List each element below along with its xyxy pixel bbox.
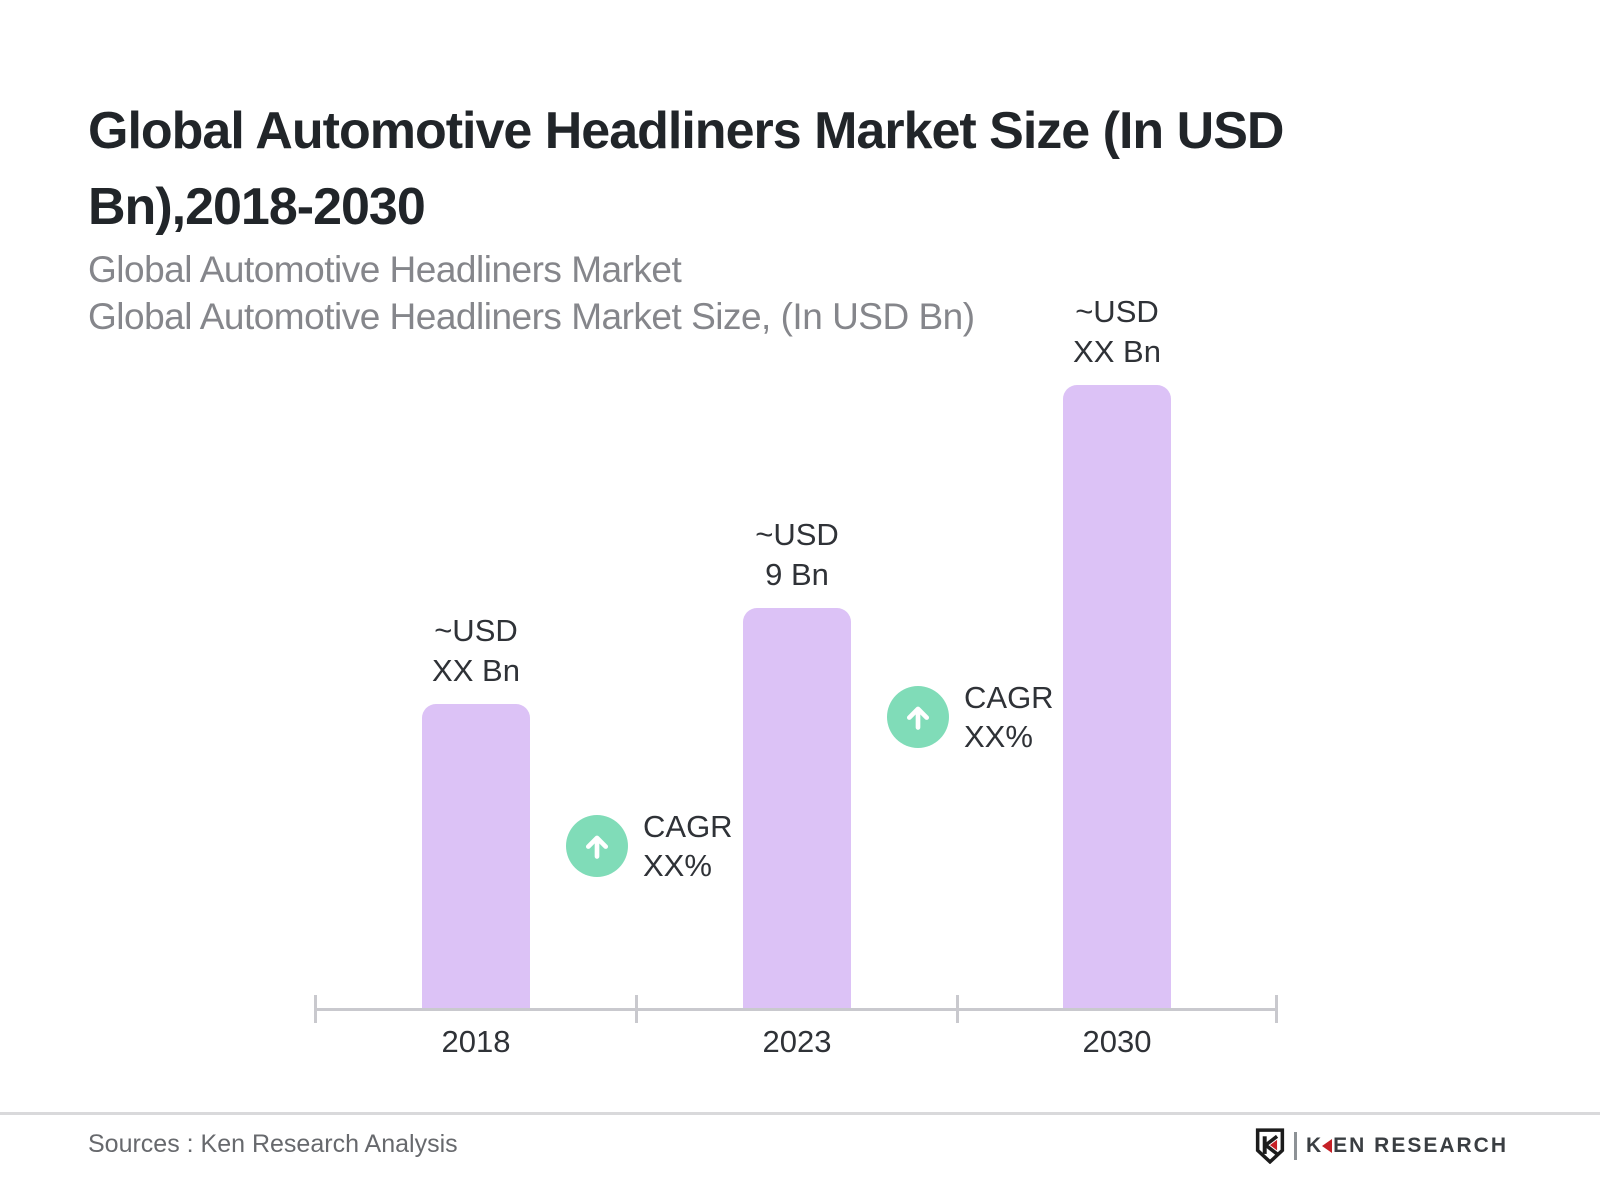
page-title-line-2: Bn),2018-2030 bbox=[88, 177, 426, 236]
bar-value-label-2018: ~USD XX Bn bbox=[432, 611, 520, 691]
x-axis-tick bbox=[635, 995, 638, 1023]
x-axis-tick bbox=[1275, 995, 1278, 1023]
sources-text: Sources : Ken Research Analysis bbox=[88, 1130, 458, 1158]
brand-letter-k: K bbox=[1305, 1134, 1324, 1157]
page-title: Global Automotive Headliners Market Size… bbox=[88, 93, 1284, 245]
x-axis-tick bbox=[314, 995, 317, 1023]
bar-column-2023: ~USD 9 Bn bbox=[677, 515, 917, 1008]
cagr-label-line-2: XX% bbox=[643, 848, 712, 883]
bar-value-label-2023-line-1: ~USD bbox=[755, 517, 839, 552]
bar-value-label-2023-line-2: 9 Bn bbox=[765, 557, 829, 592]
bar-value-label-2030-line-1: ~USD bbox=[1075, 294, 1159, 329]
x-axis-label-2018: 2018 bbox=[441, 1024, 511, 1059]
x-axis-line bbox=[315, 1008, 1278, 1011]
bar-2030 bbox=[1063, 385, 1171, 1008]
logo-separator bbox=[1293, 1132, 1297, 1160]
brand-wordmark: K EN RESEARCH bbox=[1306, 1134, 1508, 1158]
cagr-label-line-1: CAGR bbox=[643, 809, 733, 844]
cagr-annotation-2018-2023: CAGR XX% bbox=[566, 807, 733, 885]
cagr-label-line-2: XX% bbox=[964, 719, 1033, 754]
bar-2018 bbox=[422, 704, 530, 1008]
logo-shield-icon bbox=[1255, 1128, 1285, 1164]
x-axis-label-2030: 2030 bbox=[1082, 1024, 1152, 1059]
cagr-label: CAGR XX% bbox=[643, 807, 733, 885]
x-axis-tick bbox=[956, 995, 959, 1023]
ken-research-logo: K EN RESEARCH bbox=[1255, 1126, 1508, 1166]
page-title-line-1: Global Automotive Headliners Market Size… bbox=[88, 101, 1284, 160]
bar-value-label-2030-line-2: XX Bn bbox=[1073, 334, 1161, 369]
cagr-label-line-1: CAGR bbox=[964, 680, 1054, 715]
brand-arrow-icon bbox=[1322, 1139, 1333, 1153]
bar-column-2018: ~USD XX Bn bbox=[356, 611, 596, 1008]
page-subtitle: Global Automotive Headliners Market Glob… bbox=[88, 246, 975, 340]
x-axis-label-2023: 2023 bbox=[762, 1024, 832, 1059]
cagr-annotation-2023-2030: CAGR XX% bbox=[887, 678, 1054, 756]
bar-column-2030: ~USD XX Bn bbox=[997, 292, 1237, 1008]
cagr-label: CAGR XX% bbox=[964, 678, 1054, 756]
bar-2023 bbox=[743, 608, 851, 1008]
bar-value-label-2018-line-1: ~USD bbox=[434, 613, 518, 648]
bar-value-label-2023: ~USD 9 Bn bbox=[755, 515, 839, 595]
page-subtitle-line-2: Global Automotive Headliners Market Size… bbox=[88, 296, 975, 337]
up-arrow-icon bbox=[566, 815, 628, 877]
page-subtitle-line-1: Global Automotive Headliners Market bbox=[88, 249, 682, 290]
bar-value-label-2018-line-2: XX Bn bbox=[432, 653, 520, 688]
footer-divider bbox=[0, 1112, 1600, 1115]
bar-value-label-2030: ~USD XX Bn bbox=[1073, 292, 1161, 372]
brand-rest: EN RESEARCH bbox=[1333, 1134, 1508, 1157]
up-arrow-icon bbox=[887, 686, 949, 748]
